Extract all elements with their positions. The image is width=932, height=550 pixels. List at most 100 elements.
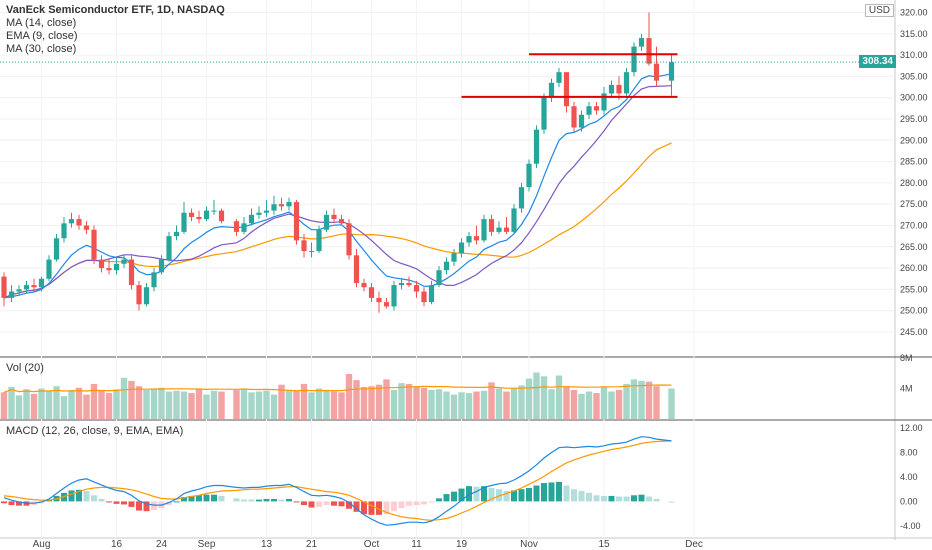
time-tick-label: Oct <box>364 539 380 550</box>
macd-histogram-bar <box>271 498 277 502</box>
macd-histogram-bar <box>451 491 457 502</box>
macd-histogram-bar <box>263 498 270 502</box>
macd-histogram-bar <box>623 496 630 502</box>
volume-bar <box>308 392 315 419</box>
volume-bar <box>480 390 488 419</box>
macd-histogram-bar <box>338 501 345 507</box>
macd-histogram-bar <box>406 501 412 506</box>
macd-tick-label: 0.00 <box>900 496 918 506</box>
volume-bar <box>548 389 555 419</box>
volume-bar <box>8 386 15 419</box>
candle-body <box>338 219 345 224</box>
macd-histogram-bar <box>556 481 562 502</box>
macd-tick-label: -4.00 <box>900 521 921 531</box>
volume-bar <box>345 374 353 419</box>
candle-body <box>83 225 90 230</box>
volume-bar <box>180 391 188 419</box>
price-tick-label: 300.00 <box>900 93 928 103</box>
volume-bar <box>173 390 180 419</box>
macd-tick-label: 8.00 <box>900 448 918 458</box>
macd-line <box>3 436 672 526</box>
candle-body <box>23 285 30 290</box>
volume-bar <box>263 390 270 419</box>
volume-bar <box>203 394 210 419</box>
candle-body <box>436 270 442 286</box>
chart-legend: VanEck Semiconductor ETF, 1D, NASDAQ MA … <box>6 4 225 56</box>
volume-bar <box>555 375 563 419</box>
volume-bar <box>45 390 53 419</box>
candle-body <box>98 259 105 269</box>
volume-bar <box>255 391 263 419</box>
volume-bar <box>390 390 398 419</box>
candle-body <box>308 251 315 253</box>
macd-histogram-bar <box>316 501 322 507</box>
ma30-line <box>3 142 672 299</box>
macd-histogram-bar <box>548 482 555 502</box>
macd-signal-line <box>3 440 672 521</box>
volume-bar <box>83 394 90 419</box>
volume-bar <box>608 391 615 419</box>
time-tick-label: 15 <box>598 539 610 550</box>
volume-bar <box>630 379 638 419</box>
candle-body <box>511 208 517 232</box>
macd-histogram-bar <box>526 487 532 502</box>
volume-bar <box>113 389 120 419</box>
volume-tick-label: 8M <box>900 353 913 363</box>
macd-histogram-bar <box>443 494 450 502</box>
volume-bar <box>330 391 338 419</box>
volume-bar <box>315 388 323 419</box>
macd-histogram-bar <box>398 501 405 509</box>
volume-bar <box>293 390 300 419</box>
macd-histogram-bar <box>98 498 105 502</box>
candle-body <box>121 259 127 264</box>
candle-body <box>406 282 412 286</box>
candle-body <box>368 287 375 298</box>
candle-body <box>571 106 577 128</box>
macd-histogram-bar <box>91 495 97 502</box>
candle-body <box>1 276 7 298</box>
candle-body <box>503 227 510 232</box>
candle-body <box>608 84 615 94</box>
volume-bar <box>458 392 465 419</box>
price-tick-label: 275.00 <box>900 199 928 209</box>
candle-body <box>533 129 540 164</box>
currency-badge[interactable]: USD <box>864 4 894 17</box>
candle-body <box>548 82 555 98</box>
candle-body <box>196 216 202 220</box>
price-tick-label: 310.00 <box>900 50 928 60</box>
volume-bar <box>188 393 195 419</box>
ma30-legend: MA (30, close) <box>6 43 77 55</box>
candle-body <box>353 255 360 283</box>
candle-body <box>46 259 52 279</box>
volume-bar <box>15 395 23 419</box>
macd-histogram-bar <box>653 498 660 502</box>
price-tick-label: 320.00 <box>900 8 928 18</box>
price-tick-label: 255.00 <box>900 284 928 294</box>
volume-bar <box>398 383 405 419</box>
candle-body <box>173 231 180 237</box>
candle-body <box>286 202 292 207</box>
macd-histogram-bar <box>323 501 330 506</box>
macd-histogram-bar <box>533 485 540 502</box>
macd-histogram-bar <box>211 494 217 502</box>
macd-histogram-bar <box>331 501 337 506</box>
volume-bar <box>338 392 345 419</box>
macd-histogram-bar <box>233 498 240 502</box>
volume-bar <box>135 386 143 419</box>
candle-body <box>263 210 270 213</box>
macd-histogram-bar <box>286 498 292 502</box>
candle-body <box>623 72 630 94</box>
candle-body <box>181 212 187 232</box>
candle-body <box>638 38 645 47</box>
macd-histogram-bar <box>481 486 487 502</box>
candle-body <box>376 297 382 303</box>
candle-body <box>631 46 637 73</box>
macd-histogram-bar <box>458 488 465 502</box>
macd-histogram-bar <box>248 499 255 502</box>
macd-histogram-bar <box>668 501 675 503</box>
macd-histogram-bar <box>143 501 150 512</box>
candle-body <box>458 242 465 254</box>
macd-histogram-bar <box>121 501 127 505</box>
